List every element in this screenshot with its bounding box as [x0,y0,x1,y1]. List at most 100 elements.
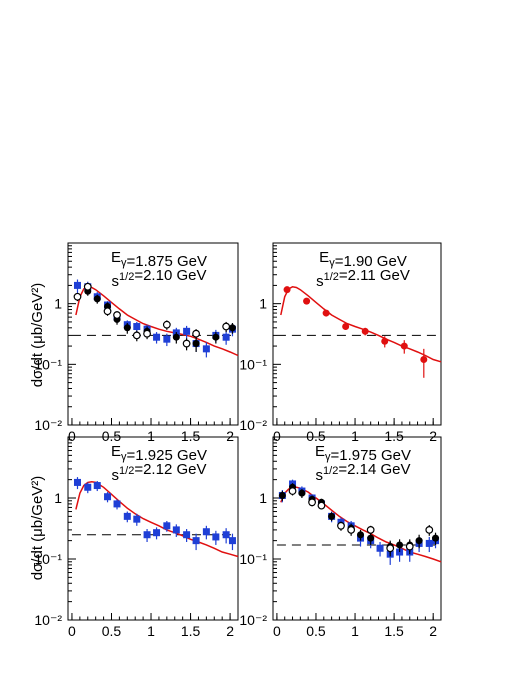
data-point-filled-circle [303,297,311,305]
x-tick-label: 1.5 [384,623,404,639]
data-point-open-circle [132,331,141,340]
data-point-open-circle [347,525,356,534]
annotation-photon-energy: Eγ=1.925 GeV [111,443,207,464]
x-tick-label: 2 [429,428,437,444]
data-point-square [143,531,151,539]
y-tick-label: 10⁻² [239,612,267,628]
annotation-cm-energy: s1/2=2.12 GeV [112,461,207,484]
data-point-open-circle [386,544,395,553]
data-point-square [163,522,171,530]
annotation-photon-energy: Eγ=1.975 GeV [315,443,411,464]
data-point-open-circle [73,292,82,301]
annotation-photon-energy: Eγ=1.875 GeV [111,249,207,270]
data-point-square [202,345,210,353]
data-point-square [163,335,171,343]
y-tick-label: 10⁻² [34,612,62,628]
data-point-open-circle [182,339,191,348]
data-point-filled-circle [322,309,330,317]
data-point-square [183,531,191,539]
plot-frame [67,436,239,621]
data-point-open-circle [143,329,151,338]
y-tick-label: 10⁻¹ [239,551,267,567]
annotation-photon-energy: Eγ=1.90 GeV [319,249,407,270]
annotation-cm-energy: s1/2=2.11 GeV [316,267,410,290]
data-point-filled-circle [192,340,200,348]
x-tick-label: 1 [147,623,155,639]
data-point-filled-circle [278,491,286,499]
data-point-filled-circle [228,324,236,332]
data-point-filled-circle [361,327,369,335]
data-point-square [84,483,92,491]
data-point-square [228,537,236,545]
x-tick-label: 0.5 [102,428,122,444]
model-curve [280,486,442,563]
data-point-square [123,512,131,520]
y-axis-label-bottom: dσ/dt (μb/GeV²) [29,476,46,581]
data-point-square [376,544,384,552]
x-tick-label: 1.5 [384,428,404,444]
data-point-filled-circle [415,537,423,545]
data-point-open-circle [308,498,316,507]
y-tick-label: 1 [259,296,267,312]
data-point-filled-circle [381,337,389,345]
data-point-filled-circle [172,333,180,341]
data-point-square [172,526,180,534]
y-tick-label: 10⁻² [34,417,62,433]
y-axis-label-top: dσ/dt (μb/GeV²) [29,283,46,388]
x-tick-label: 2 [226,428,234,444]
data-point-open-circle [288,487,297,495]
y-tick-label: 1 [54,296,62,312]
model-curve [280,286,442,363]
data-point-filled-circle [212,333,220,341]
data-point-square [222,333,230,341]
data-point-open-circle [113,311,121,319]
data-point-filled-circle [93,295,101,303]
x-tick-label: 0 [273,428,281,444]
x-tick-label: 1.5 [181,428,201,444]
data-point-open-circle [222,322,231,331]
panel-bottom-right: 0 0.5 1 1.5 2 10⁻² 10⁻¹ 1 Eγ=1.975 GeVs1/2=2.14 … [239,436,442,639]
panel-bottom-left: 0 0.5 1 1.5 2 10⁻² 10⁻¹ 1 Eγ=1.925 GeVs1/2=2.12 … [34,436,239,639]
data-point-square [222,531,230,539]
plot-frame [272,242,442,426]
data-point-filled-circle [396,541,404,549]
x-tick-label: 0 [68,428,76,444]
data-point-filled-circle [357,531,365,539]
data-point-filled-circle [432,534,440,542]
data-point-square [73,281,81,289]
data-point-square [153,529,161,537]
x-tick-label: 1 [351,428,359,444]
data-point-filled-circle [298,489,306,497]
data-point-square [133,323,141,331]
y-tick-label: 1 [259,490,267,506]
data-point-open-circle [366,525,375,534]
model-curve [75,480,239,558]
data-point-open-circle [162,320,171,329]
x-tick-label: 0.5 [306,623,326,639]
data-point-open-circle [317,501,326,510]
data-point-square [192,537,200,545]
data-point-filled-circle [342,323,350,331]
data-point-filled-circle [328,512,336,520]
data-point-square [113,500,121,508]
y-tick-label: 10⁻² [239,417,267,433]
plot-frame [272,436,442,621]
y-tick-label: 1 [54,490,62,506]
data-point-filled-circle [283,286,291,294]
x-tick-label: 2 [429,623,437,639]
data-point-filled-circle [400,342,408,350]
x-tick-label: 0 [273,623,281,639]
annotation-cm-energy: s1/2=2.10 GeV [112,267,207,290]
y-tick-label: 10⁻¹ [34,551,62,567]
data-point-square [202,528,210,536]
data-point-open-circle [337,521,345,530]
panel-top-left: 0 0.5 1 1.5 2 10⁻² 10⁻¹ 1 Eγ=1.875 GeVs1/2=2.10 … [34,242,239,444]
x-tick-label: 1 [351,623,359,639]
data-point-open-circle [103,307,112,316]
data-point-filled-circle [420,356,428,364]
plot-frame [67,242,239,426]
data-point-square [133,515,141,523]
data-point-filled-circle [123,324,131,332]
